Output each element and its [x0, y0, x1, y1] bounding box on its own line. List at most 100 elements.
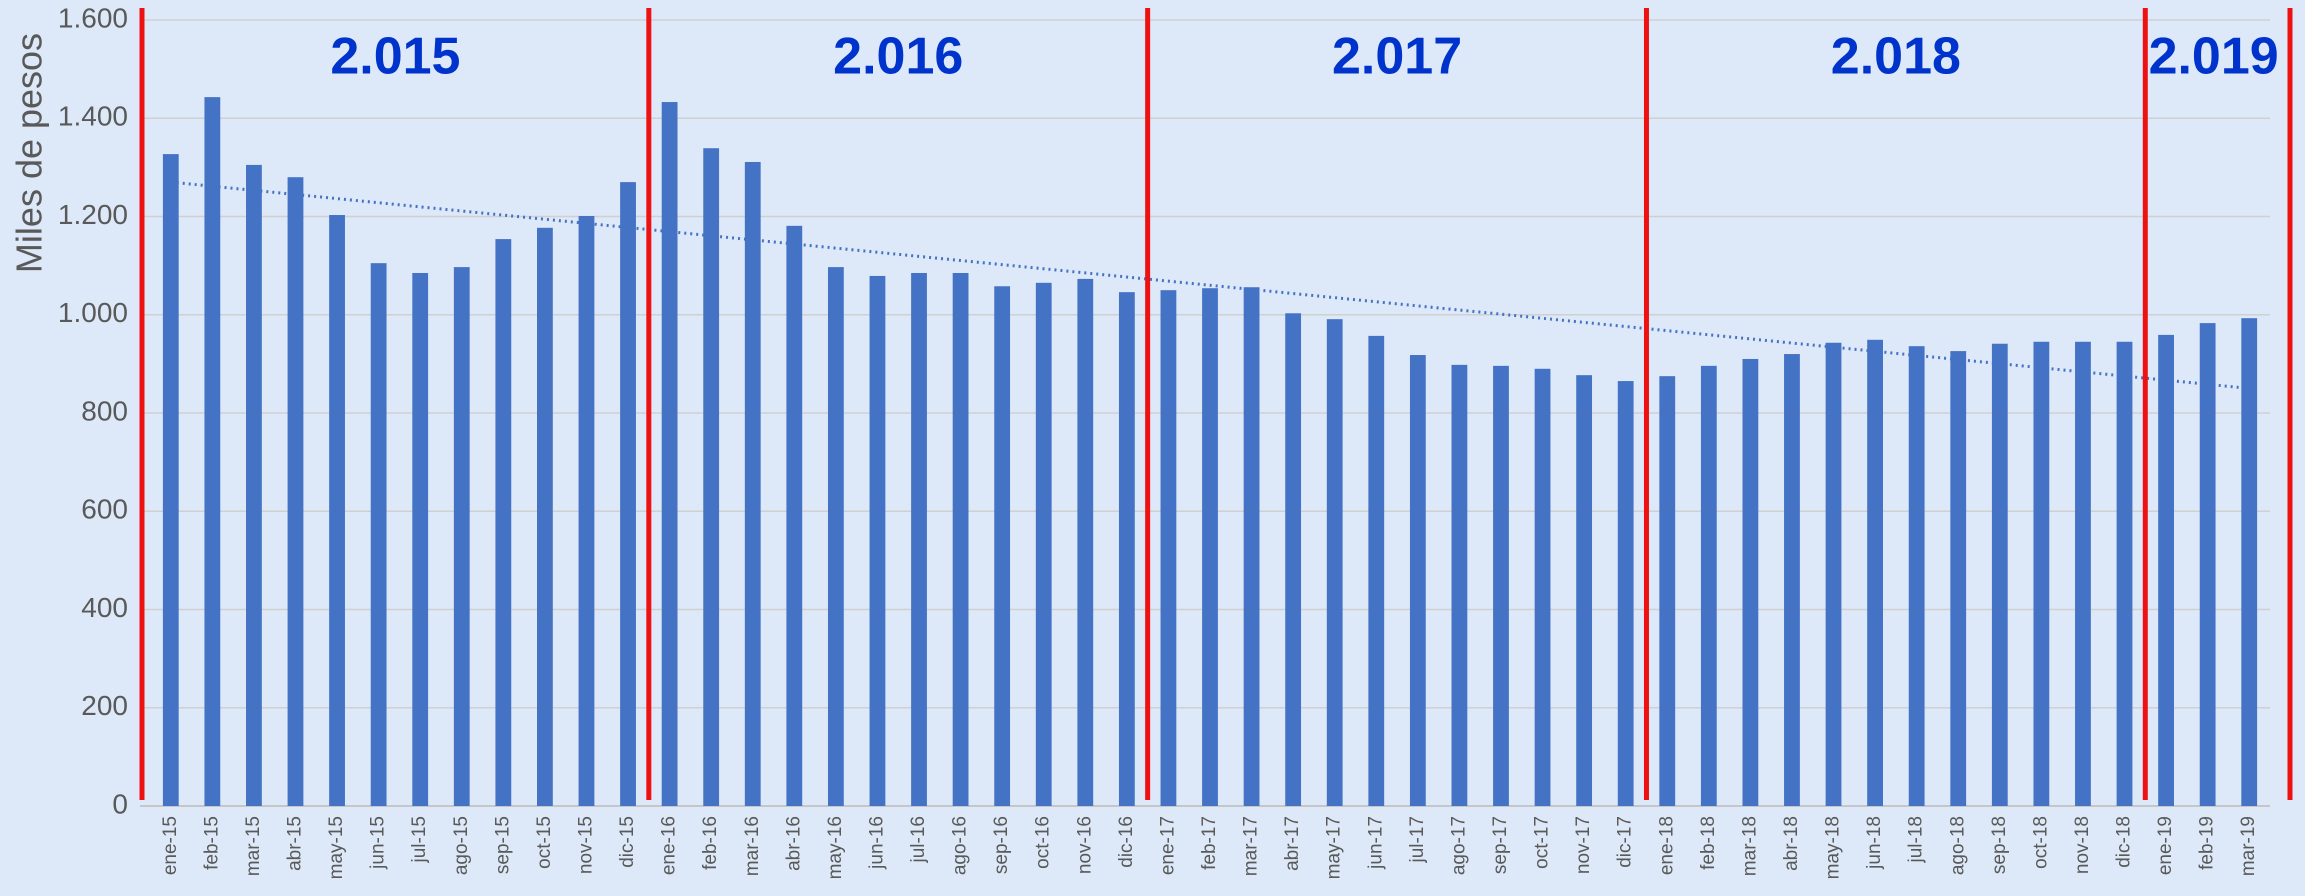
bar [1784, 354, 1800, 806]
x-tick-label: ago-16 [950, 816, 971, 875]
bar [2199, 323, 2216, 806]
bar [1243, 287, 1260, 806]
bar [1326, 319, 1343, 806]
x-tick-label: ago-18 [1947, 816, 1968, 875]
x-tick-label: mar-16 [742, 816, 763, 876]
x-tick-label: jun-17 [1365, 816, 1386, 870]
x-tick-label: ene-17 [1157, 816, 1178, 875]
x-tick-label: ago-15 [451, 816, 472, 875]
x-tick-label: sep-17 [1490, 816, 1511, 874]
x-tick-label: may-17 [1324, 816, 1345, 879]
x-tick-label: dic-18 [2114, 816, 2135, 868]
trendline [170, 180, 2250, 390]
bar [412, 272, 429, 806]
y-tick-label: 200 [81, 690, 128, 721]
bar [1451, 364, 1468, 806]
bar [744, 161, 761, 806]
bar [1867, 339, 1883, 806]
x-tick-label: nov-16 [1074, 816, 1095, 874]
period-label: 2.015 [330, 28, 460, 86]
x-tick-label: abr-16 [783, 816, 804, 871]
bar [2075, 341, 2091, 806]
bar [1285, 313, 1302, 806]
bar [1077, 278, 1094, 806]
x-tick-label: jul-17 [1407, 816, 1428, 863]
bar [661, 102, 678, 806]
x-tick-label: jul-18 [1906, 816, 1927, 863]
bar [2033, 341, 2050, 806]
period-label: 2.018 [1831, 28, 1961, 86]
bar [620, 182, 636, 807]
x-tick-label: ene-16 [659, 816, 680, 875]
bar [1950, 351, 1967, 806]
bar [1991, 343, 2008, 806]
bar [911, 272, 927, 806]
x-tick-label: feb-18 [1698, 816, 1719, 870]
x-tick-label: dic-17 [1615, 816, 1636, 868]
bar [287, 177, 304, 806]
x-tick-label: sep-16 [991, 816, 1012, 874]
x-tick-label: sep-18 [1989, 816, 2010, 874]
x-tick-label: mar-15 [243, 816, 264, 876]
bar [1576, 375, 1593, 806]
x-tick-label: dic-16 [1116, 816, 1137, 868]
x-tick-label: may-16 [825, 816, 846, 879]
bar [329, 215, 345, 806]
bar [786, 225, 803, 807]
x-tick-label: ago-17 [1448, 816, 1469, 875]
bar [2116, 341, 2133, 806]
x-tick-label: abr-18 [1781, 816, 1802, 871]
x-tick-label: oct-17 [1532, 816, 1553, 869]
bar [537, 227, 553, 806]
y-tick-label: 1.600 [58, 2, 128, 33]
bar [1160, 290, 1177, 806]
y-tick-label: 1.400 [58, 101, 128, 132]
bar [1409, 355, 1426, 806]
x-tick-label: feb-19 [2197, 816, 2218, 870]
bar [370, 263, 387, 806]
bar [869, 275, 886, 806]
y-tick-label: 0 [112, 788, 128, 819]
bar [827, 267, 844, 806]
x-tick-label: mar-18 [1739, 816, 1760, 876]
x-tick-label: sep-15 [492, 816, 513, 874]
bar [204, 97, 221, 807]
x-tick-label: dic-15 [617, 816, 638, 868]
period-label: 2.019 [2149, 28, 2279, 86]
bar [1825, 342, 1842, 806]
bar [1742, 358, 1759, 806]
bar [2241, 318, 2258, 806]
bar [1368, 335, 1385, 806]
bar [1118, 292, 1135, 807]
bar [1908, 346, 1925, 806]
y-tick-label: 600 [81, 494, 128, 525]
y-axis-title: Miles de pesos [9, 33, 50, 273]
bar [1534, 368, 1551, 806]
y-tick-label: 1.000 [58, 297, 128, 328]
period-label: 2.016 [833, 28, 963, 86]
y-tick-label: 1.200 [58, 199, 128, 230]
x-tick-label: oct-16 [1033, 816, 1054, 869]
x-tick-label: feb-16 [700, 816, 721, 870]
x-tick-label: jun-15 [368, 816, 389, 870]
bar [578, 216, 595, 807]
bar [495, 239, 512, 806]
bar [1617, 381, 1634, 806]
x-tick-label: oct-15 [534, 816, 555, 869]
y-tick-label: 400 [81, 592, 128, 623]
bar [994, 286, 1011, 806]
x-tick-label: feb-15 [201, 816, 222, 870]
bar [2158, 334, 2174, 806]
x-tick-label: mar-17 [1241, 816, 1262, 876]
x-tick-label: ene-19 [2155, 816, 2176, 875]
x-tick-label: abr-17 [1282, 816, 1303, 871]
x-tick-label: nov-17 [1573, 816, 1594, 874]
bar [1035, 282, 1052, 807]
bar [453, 267, 470, 806]
x-tick-label: abr-15 [285, 816, 306, 871]
period-label: 2.017 [1332, 28, 1462, 86]
bar [1700, 365, 1717, 806]
x-tick-label: mar-19 [2238, 816, 2259, 876]
